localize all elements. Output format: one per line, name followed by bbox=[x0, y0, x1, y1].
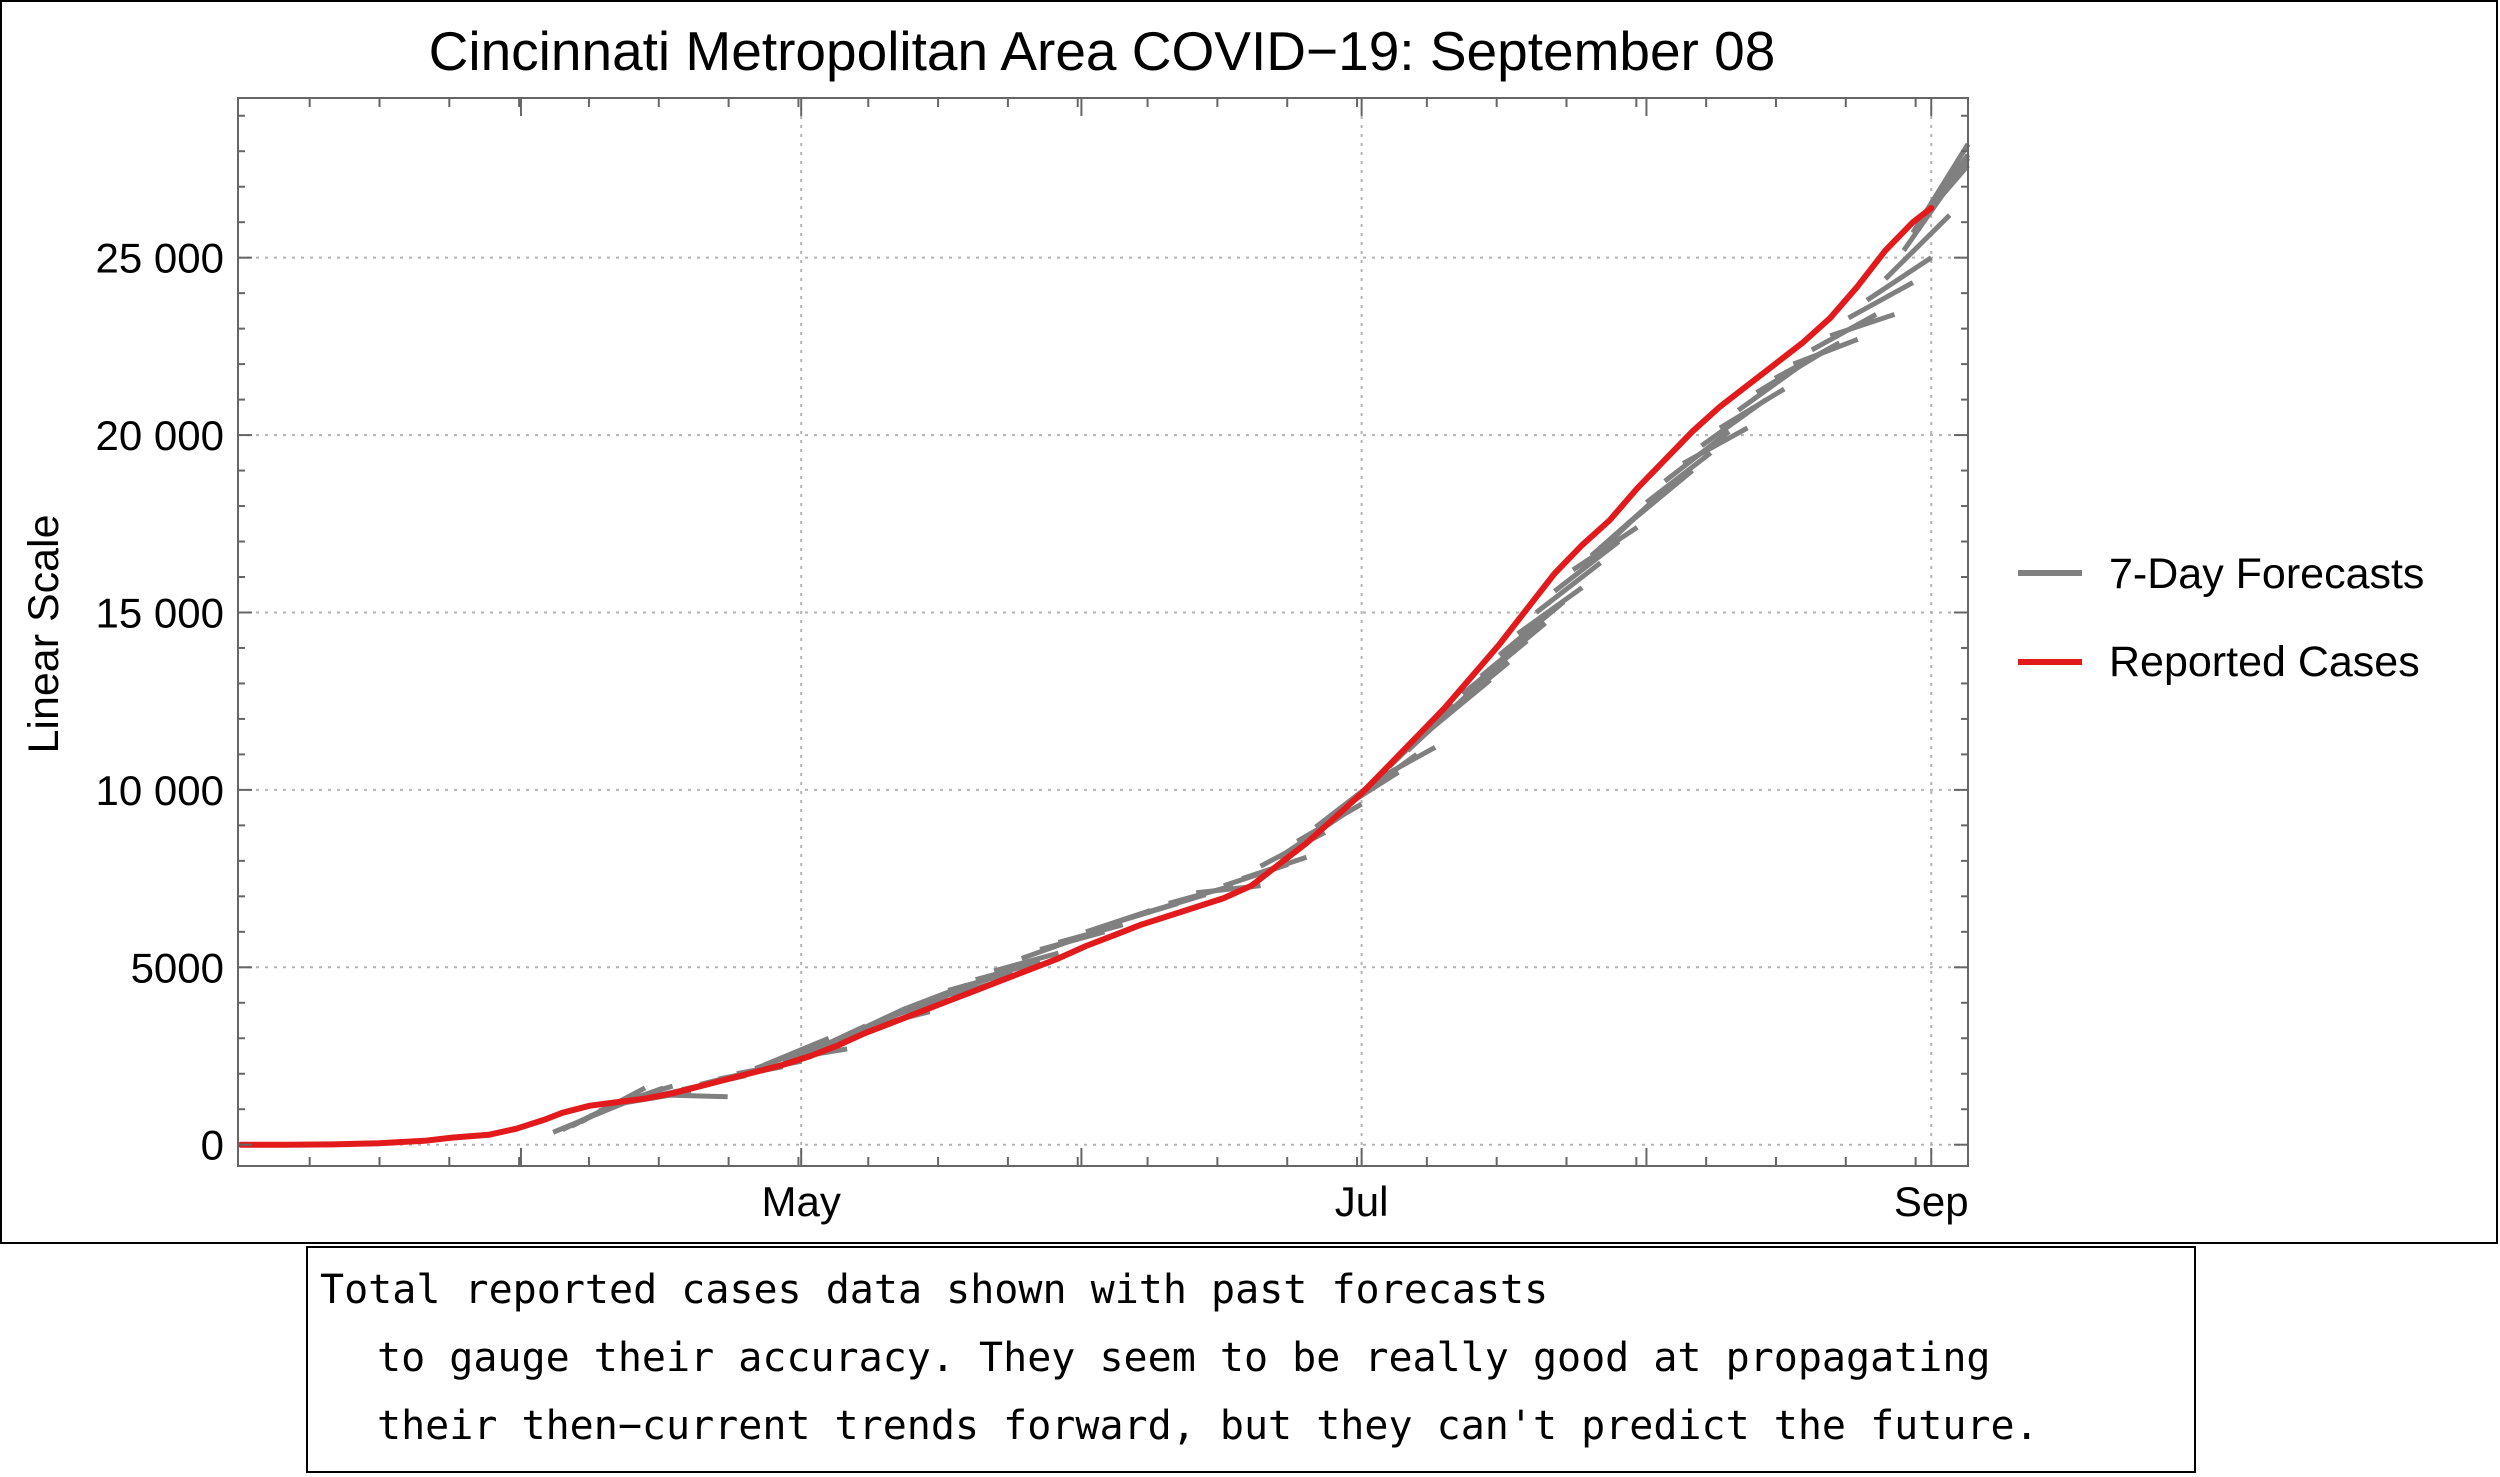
x-tick-label: May bbox=[762, 1178, 841, 1225]
legend-label-forecasts: 7-Day Forecasts bbox=[2109, 550, 2424, 598]
forecast-line bbox=[993, 950, 1060, 974]
forecast-line bbox=[975, 959, 1041, 983]
forecast-series bbox=[552, 142, 1971, 1135]
forecast-line bbox=[1883, 213, 1952, 281]
legend: 7-Day Forecasts Reported Cases bbox=[2018, 550, 2424, 686]
y-tick-label: 15 000 bbox=[96, 589, 224, 636]
forecast-line bbox=[1442, 660, 1511, 718]
caption-line-1: Total reported cases data shown with pas… bbox=[320, 1267, 1549, 1313]
forecast-line bbox=[1865, 255, 1933, 303]
y-tick-label: 10 000 bbox=[96, 767, 224, 814]
reported-cases-line bbox=[237, 205, 1935, 1148]
forecast-line bbox=[1553, 539, 1621, 594]
forecast-line bbox=[763, 1035, 830, 1068]
x-tick-label: Jul bbox=[1335, 1178, 1389, 1225]
x-tick-label: Sep bbox=[1894, 1178, 1969, 1225]
y-tick-label: 5000 bbox=[131, 944, 224, 991]
axis-ticks: 0 5000 10 000 15 000 20 000 25 000 May Jul Sep bbox=[96, 98, 1969, 1225]
forecast-line bbox=[1534, 560, 1603, 615]
caption-line-2: to gauge their accuracy. They seem to be… bbox=[377, 1335, 1991, 1381]
grid-lines bbox=[238, 98, 1968, 1166]
forecast-line bbox=[883, 995, 949, 1022]
forecast-line bbox=[1829, 312, 1896, 339]
plot-frame bbox=[237, 97, 1969, 1167]
forecast-line bbox=[1479, 621, 1547, 679]
forecast-line bbox=[1792, 336, 1859, 367]
y-tick-label: 20 000 bbox=[96, 412, 224, 459]
forecast-line bbox=[1626, 468, 1694, 526]
forecast-line bbox=[1571, 525, 1639, 572]
forecast-line bbox=[1718, 386, 1786, 431]
forecast-line bbox=[1644, 450, 1713, 505]
chart-title: Cincinnati Metropolitan Area COVID−19: S… bbox=[429, 20, 1776, 82]
chart-frame: Cincinnati Metropolitan Area COVID−19: S… bbox=[0, 0, 2498, 1244]
forecast-line bbox=[947, 970, 1014, 993]
forecast-line bbox=[1516, 585, 1584, 636]
legend-label-reported: Reported Cases bbox=[2109, 638, 2420, 686]
caption-line-3: their then−current trends forward, but t… bbox=[377, 1403, 2039, 1449]
chart: Cincinnati Metropolitan Area COVID−19: S… bbox=[20, 20, 2424, 1225]
forecast-line bbox=[1847, 280, 1915, 321]
reported-series bbox=[237, 205, 1935, 1148]
forecast-line bbox=[1929, 163, 1970, 210]
forecast-line bbox=[1057, 922, 1124, 945]
y-axis-label: Linear Scale bbox=[20, 514, 68, 753]
caption-box: Total reported cases data shown with pas… bbox=[306, 1246, 2196, 1473]
y-tick-label: 25 000 bbox=[96, 235, 224, 282]
y-tick-label: 0 bbox=[201, 1122, 224, 1169]
forecast-line bbox=[1681, 425, 1749, 466]
